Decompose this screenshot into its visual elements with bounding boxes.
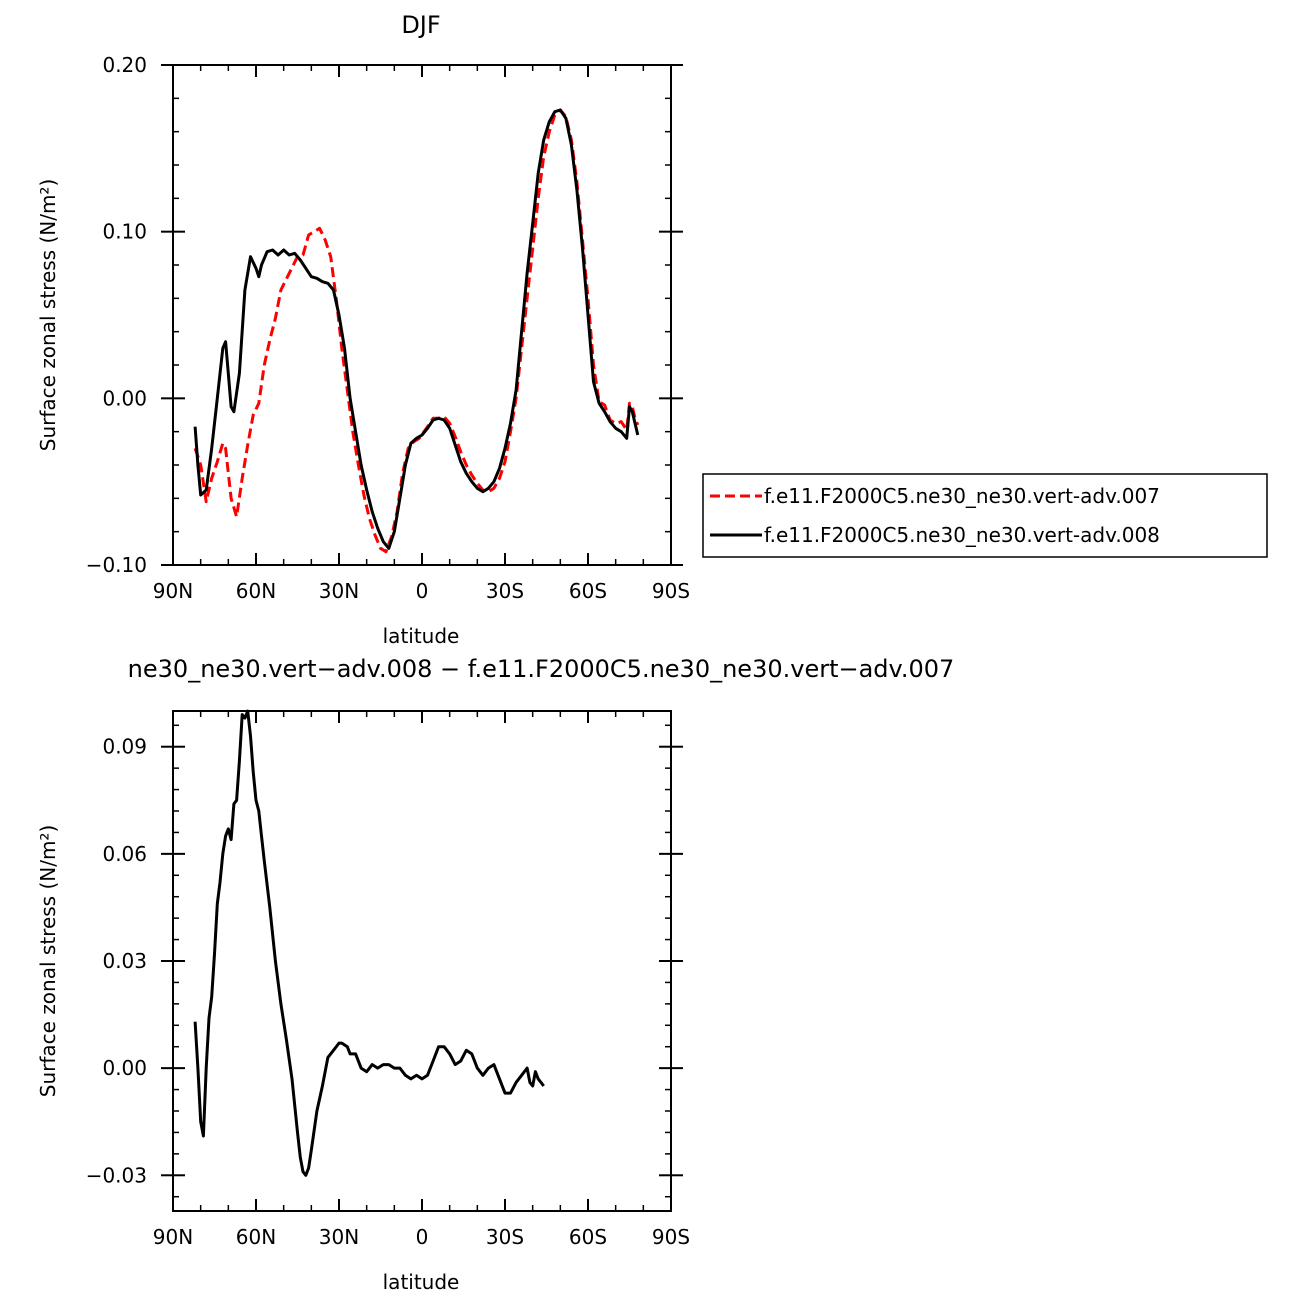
x-tick-label: 60S — [569, 1225, 607, 1249]
top-series-lines — [193, 108, 640, 554]
bottom-plot-frame — [172, 710, 672, 1212]
x-tick-label: 30S — [486, 579, 524, 603]
y-tick-label: 0.00 — [102, 1056, 147, 1080]
bottom-y-axis-label: Surface zonal stress (N/m²) — [36, 825, 60, 1097]
x-tick-label: 60N — [236, 579, 276, 603]
y-tick-label: −0.03 — [86, 1163, 147, 1187]
x-tick-label: 30N — [319, 1225, 359, 1249]
x-tick-label: 90N — [153, 579, 193, 603]
top-tick-marks — [161, 64, 683, 566]
legend-label-007: f.e11.F2000C5.ne30_ne30.vert-adv.007 — [764, 484, 1160, 508]
legend-label-008: f.e11.F2000C5.ne30_ne30.vert-adv.008 — [764, 523, 1160, 547]
x-tick-label: 30S — [486, 1225, 524, 1249]
x-tick-label: 0 — [416, 1225, 429, 1249]
series-line-0 — [193, 108, 640, 554]
y-tick-label: 0.20 — [102, 53, 147, 77]
y-tick-label: 0.03 — [102, 949, 147, 973]
top-plot-frame — [172, 64, 672, 566]
bottom-chart-title: ne30_ne30.vert−adv.008 − f.e11.F2000C5.n… — [128, 655, 955, 683]
x-tick-label: 60N — [236, 1225, 276, 1249]
top-x-axis-label: latitude — [383, 624, 460, 648]
y-tick-label: −0.10 — [86, 553, 147, 577]
x-tick-label: 60S — [569, 579, 607, 603]
top-y-axis-label: Surface zonal stress (N/m²) — [36, 179, 60, 451]
x-tick-label: 90N — [153, 1225, 193, 1249]
legend: f.e11.F2000C5.ne30_ne30.vert-adv.007 f.e… — [702, 473, 1268, 558]
y-tick-label: 0.06 — [102, 842, 147, 866]
x-tick-label: 90S — [652, 1225, 690, 1249]
bottom-tick-marks — [161, 711, 683, 1211]
x-tick-label: 90S — [652, 579, 690, 603]
bottom-tick-labels: 90N 60N 30N 0 30S 60S 90S −0.03 0.00 0.03 0.06 0.09 — [86, 735, 690, 1249]
series-line-1 — [193, 108, 640, 550]
top-chart-title: DJF — [401, 11, 440, 39]
bottom-x-axis-label: latitude — [383, 1270, 460, 1294]
x-tick-label: 30N — [319, 579, 359, 603]
top-panel-djf: DJF 90N 60N 30N 0 30S 60S 90S −0.10 0.00 0.10 0.20… — [36, 11, 1268, 648]
y-tick-label: 0.00 — [102, 386, 147, 410]
x-tick-label: 0 — [416, 579, 429, 603]
y-tick-label: 0.09 — [102, 735, 147, 759]
series-line-0 — [193, 709, 545, 1177]
y-tick-label: 0.10 — [102, 220, 147, 244]
bottom-series-lines — [193, 709, 545, 1177]
top-tick-labels: 90N 60N 30N 0 30S 60S 90S −0.10 0.00 0.10 0.20 — [86, 53, 690, 603]
legend-box — [702, 473, 1268, 558]
bottom-panel-difference: ne30_ne30.vert−adv.008 − f.e11.F2000C5.n… — [36, 655, 954, 1294]
